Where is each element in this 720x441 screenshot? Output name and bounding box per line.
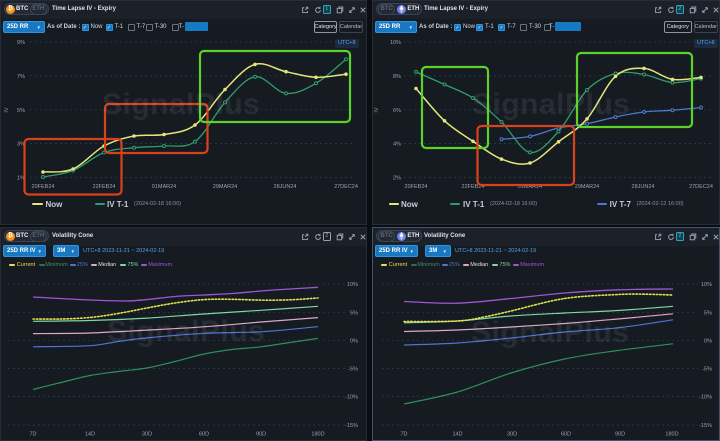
svg-text:29MAR24: 29MAR24 [213, 184, 237, 190]
svg-text:60D: 60D [561, 432, 571, 438]
svg-text:29MAR24: 29MAR24 [575, 184, 599, 190]
svg-text:0%: 0% [350, 338, 358, 344]
svg-text:-5%: -5% [702, 366, 712, 372]
svg-text:IV: IV [374, 107, 380, 113]
svg-text:60D: 60D [199, 432, 209, 438]
svg-text:28JUN24: 28JUN24 [274, 184, 297, 190]
svg-text:180D: 180D [665, 432, 678, 438]
svg-text:3%: 3% [17, 142, 25, 148]
svg-text:-15%: -15% [345, 423, 358, 429]
svg-text:01MAR24: 01MAR24 [518, 184, 542, 190]
svg-text:27DEC24: 27DEC24 [689, 184, 713, 190]
svg-text:5%: 5% [704, 310, 712, 316]
svg-text:-10%: -10% [699, 395, 712, 401]
svg-text:14D: 14D [452, 432, 462, 438]
svg-text:10%: 10% [390, 40, 401, 46]
svg-text:10%: 10% [347, 282, 358, 288]
svg-text:5%: 5% [350, 310, 358, 316]
svg-text:14D: 14D [85, 432, 95, 438]
svg-text:30D: 30D [507, 432, 517, 438]
svg-text:22FEB24: 22FEB24 [93, 184, 116, 190]
svg-text:7%: 7% [17, 74, 25, 80]
svg-text:7D: 7D [29, 432, 36, 438]
svg-text:IV: IV [4, 107, 10, 113]
svg-text:28JUN24: 28JUN24 [632, 184, 655, 190]
svg-text:20FEB24: 20FEB24 [405, 184, 428, 190]
svg-text:9%: 9% [17, 40, 25, 46]
svg-text:7D: 7D [400, 432, 407, 438]
svg-text:01MAR24: 01MAR24 [152, 184, 176, 190]
svg-text:-5%: -5% [348, 366, 358, 372]
svg-text:90D: 90D [615, 432, 625, 438]
svg-text:4%: 4% [393, 142, 401, 148]
svg-text:27DEC24: 27DEC24 [334, 184, 358, 190]
svg-text:-10%: -10% [345, 395, 358, 401]
svg-text:22FEB24: 22FEB24 [462, 184, 485, 190]
svg-text:1%: 1% [17, 176, 25, 182]
svg-text:180D: 180D [311, 432, 324, 438]
svg-text:2%: 2% [393, 176, 401, 182]
svg-text:30D: 30D [142, 432, 152, 438]
svg-text:5%: 5% [17, 108, 25, 114]
svg-text:6%: 6% [393, 108, 401, 114]
svg-text:0%: 0% [704, 338, 712, 344]
svg-text:10%: 10% [701, 282, 712, 288]
svg-text:90D: 90D [256, 432, 266, 438]
svg-text:20FEB24: 20FEB24 [32, 184, 55, 190]
svg-text:-15%: -15% [699, 423, 712, 429]
svg-text:8%: 8% [393, 74, 401, 80]
